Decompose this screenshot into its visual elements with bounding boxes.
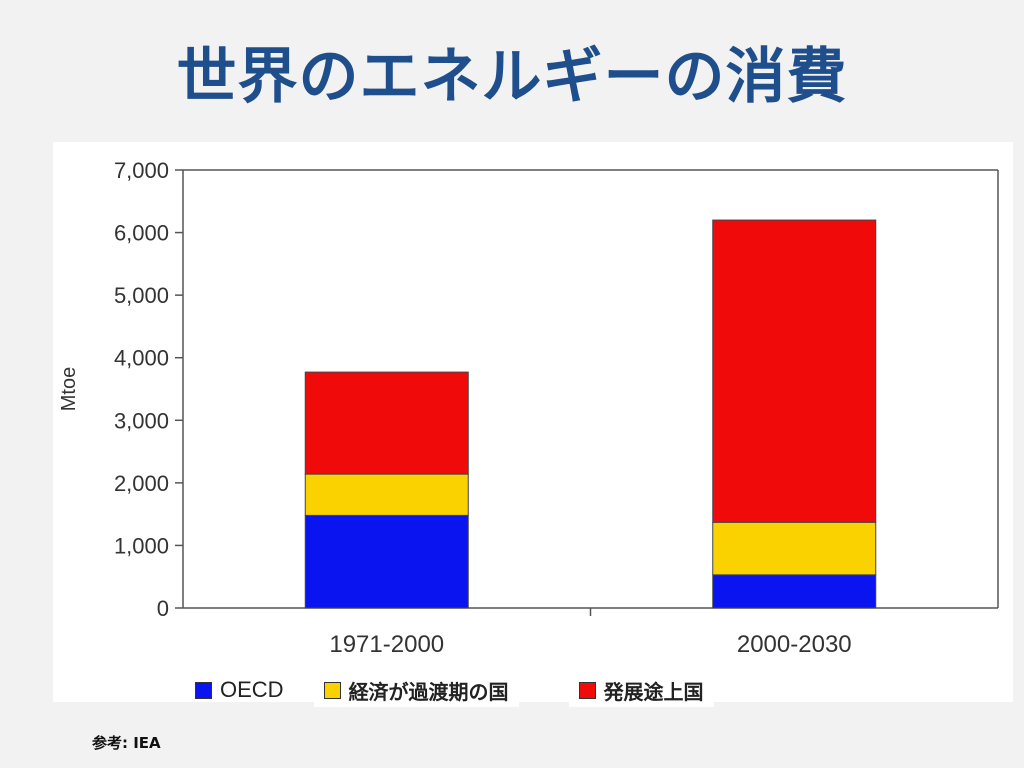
y-tick-label: 5,000 — [114, 283, 169, 308]
bar-segment — [712, 219, 877, 523]
legend-label-developing: 発展途上国 — [603, 679, 704, 704]
chart-area: 0 1,000 2,000 3,000 4,000 5,000 6,000 7,000 Mtoe… — [53, 142, 1013, 702]
page-title: 世界のエネルギーの消費 — [176, 42, 848, 112]
legend-swatch-transition — [323, 681, 341, 699]
y-tick-label: 7,000 — [114, 158, 169, 183]
legend-label-oecd: OECD — [220, 677, 284, 702]
y-tick-label: 2,000 — [114, 471, 169, 496]
bar-segment — [304, 514, 469, 609]
y-tick-label: 6,000 — [114, 221, 169, 246]
legend-item-transition: 経済が過渡期の国 — [313, 673, 519, 707]
x-category-label: 1971-2000 — [329, 631, 444, 658]
y-axis-label: Mtoe — [58, 367, 80, 411]
stacked-bar-chart: 0 1,000 2,000 3,000 4,000 5,000 6,000 7,000 Mtoe… — [58, 158, 999, 658]
bar-segment — [304, 371, 469, 475]
bar-segment — [712, 574, 877, 609]
y-tick-label: 0 — [157, 596, 169, 621]
legend-item-oecd: OECD — [195, 677, 284, 703]
legend-swatch-developing — [578, 681, 596, 699]
legend-item-developing: 発展途上国 — [568, 673, 714, 707]
x-category-label: 2000-2030 — [737, 631, 852, 658]
legend-label-transition: 経済が過渡期の国 — [348, 679, 509, 704]
y-tick-label: 3,000 — [114, 408, 169, 433]
bar-segment — [304, 473, 469, 516]
legend-swatch-oecd — [195, 681, 212, 699]
bar-segment — [712, 521, 877, 576]
source-note: 参考: IEA — [92, 734, 161, 752]
y-tick-label: 1,000 — [114, 533, 169, 558]
legend: OECD 経済が過渡期の国 発展途上国 — [195, 673, 744, 707]
y-tick-label: 4,000 — [114, 346, 169, 371]
